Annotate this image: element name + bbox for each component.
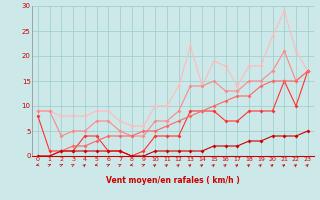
X-axis label: Vent moyen/en rafales ( km/h ): Vent moyen/en rafales ( km/h ): [106, 176, 240, 185]
